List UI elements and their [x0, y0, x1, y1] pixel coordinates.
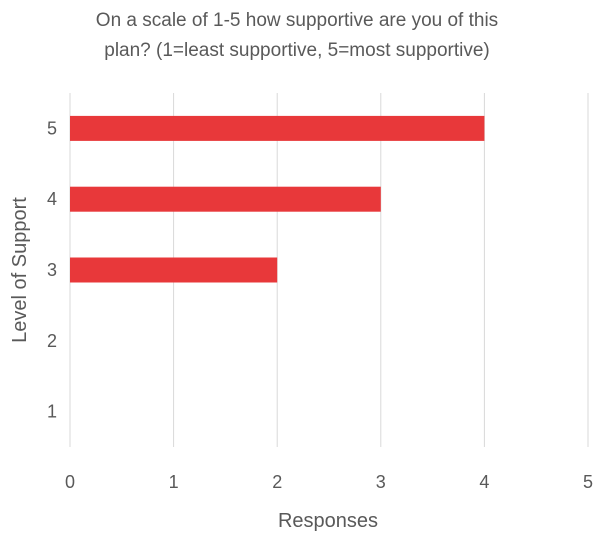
x-tick-label-0: 0 — [65, 472, 75, 492]
chart-title: On a scale of 1-5 how supportive are you… — [0, 6, 594, 66]
x-tick-label-1: 1 — [169, 472, 179, 492]
chart-title-line-2: plan? (1=least supportive, 5=most suppor… — [104, 40, 490, 61]
x-tick-label-4: 4 — [479, 472, 489, 492]
y-tick-label-1: 1 — [47, 402, 57, 422]
y-tick-label-2: 2 — [47, 331, 57, 351]
y-axis-title: Level of Support — [9, 197, 31, 343]
bar-level-3 — [70, 257, 278, 283]
chart-title-line-1: On a scale of 1-5 how supportive are you… — [95, 10, 499, 31]
bars — [70, 115, 485, 283]
x-axis-title: Responses — [278, 510, 378, 532]
x-tick-label-2: 2 — [272, 472, 282, 492]
y-axis-ticks: 1 2 3 4 5 — [47, 118, 57, 421]
x-tick-label-5: 5 — [583, 472, 593, 492]
bar-level-5 — [70, 115, 485, 141]
x-tick-label-3: 3 — [376, 472, 386, 492]
x-axis-ticks: 0 1 2 3 4 5 — [65, 472, 593, 492]
bar-level-4 — [70, 186, 381, 212]
y-tick-label-4: 4 — [47, 189, 57, 209]
y-tick-label-5: 5 — [47, 118, 57, 138]
y-tick-label-3: 3 — [47, 260, 57, 280]
